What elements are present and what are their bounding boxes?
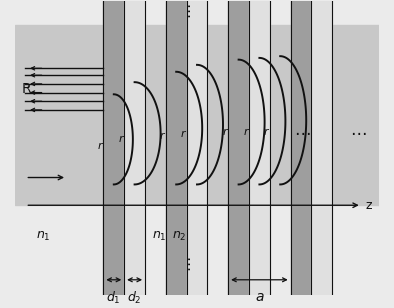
Bar (228, 1, 249, 295)
Bar (166, 1, 187, 295)
Text: $d_1$: $d_1$ (106, 290, 121, 306)
Text: r: r (243, 127, 248, 137)
Text: $d_2$: $d_2$ (127, 290, 142, 306)
Text: R: R (21, 82, 31, 96)
Bar (249, 1, 270, 295)
Text: $a$: $a$ (255, 290, 264, 304)
Text: r: r (264, 127, 269, 137)
Text: r: r (119, 134, 123, 144)
Text: $\cdots$: $\cdots$ (181, 3, 196, 19)
Text: r: r (98, 141, 102, 151)
Bar (291, 1, 311, 295)
Bar (187, 1, 207, 295)
Bar (15, 25, 379, 205)
Bar (311, 1, 332, 295)
Text: $n_2$: $n_2$ (173, 230, 187, 243)
Text: r: r (160, 131, 165, 141)
Text: $n_1$: $n_1$ (152, 230, 166, 243)
Text: r: r (223, 128, 227, 137)
Text: $\cdots$: $\cdots$ (294, 123, 311, 141)
Bar (103, 1, 124, 295)
Text: $n_1$: $n_1$ (36, 230, 50, 243)
Text: r: r (181, 129, 186, 139)
Bar (124, 1, 145, 295)
Text: $\cdots$: $\cdots$ (350, 123, 366, 141)
Text: $\cdots$: $\cdots$ (181, 257, 196, 272)
Text: z: z (365, 199, 372, 212)
